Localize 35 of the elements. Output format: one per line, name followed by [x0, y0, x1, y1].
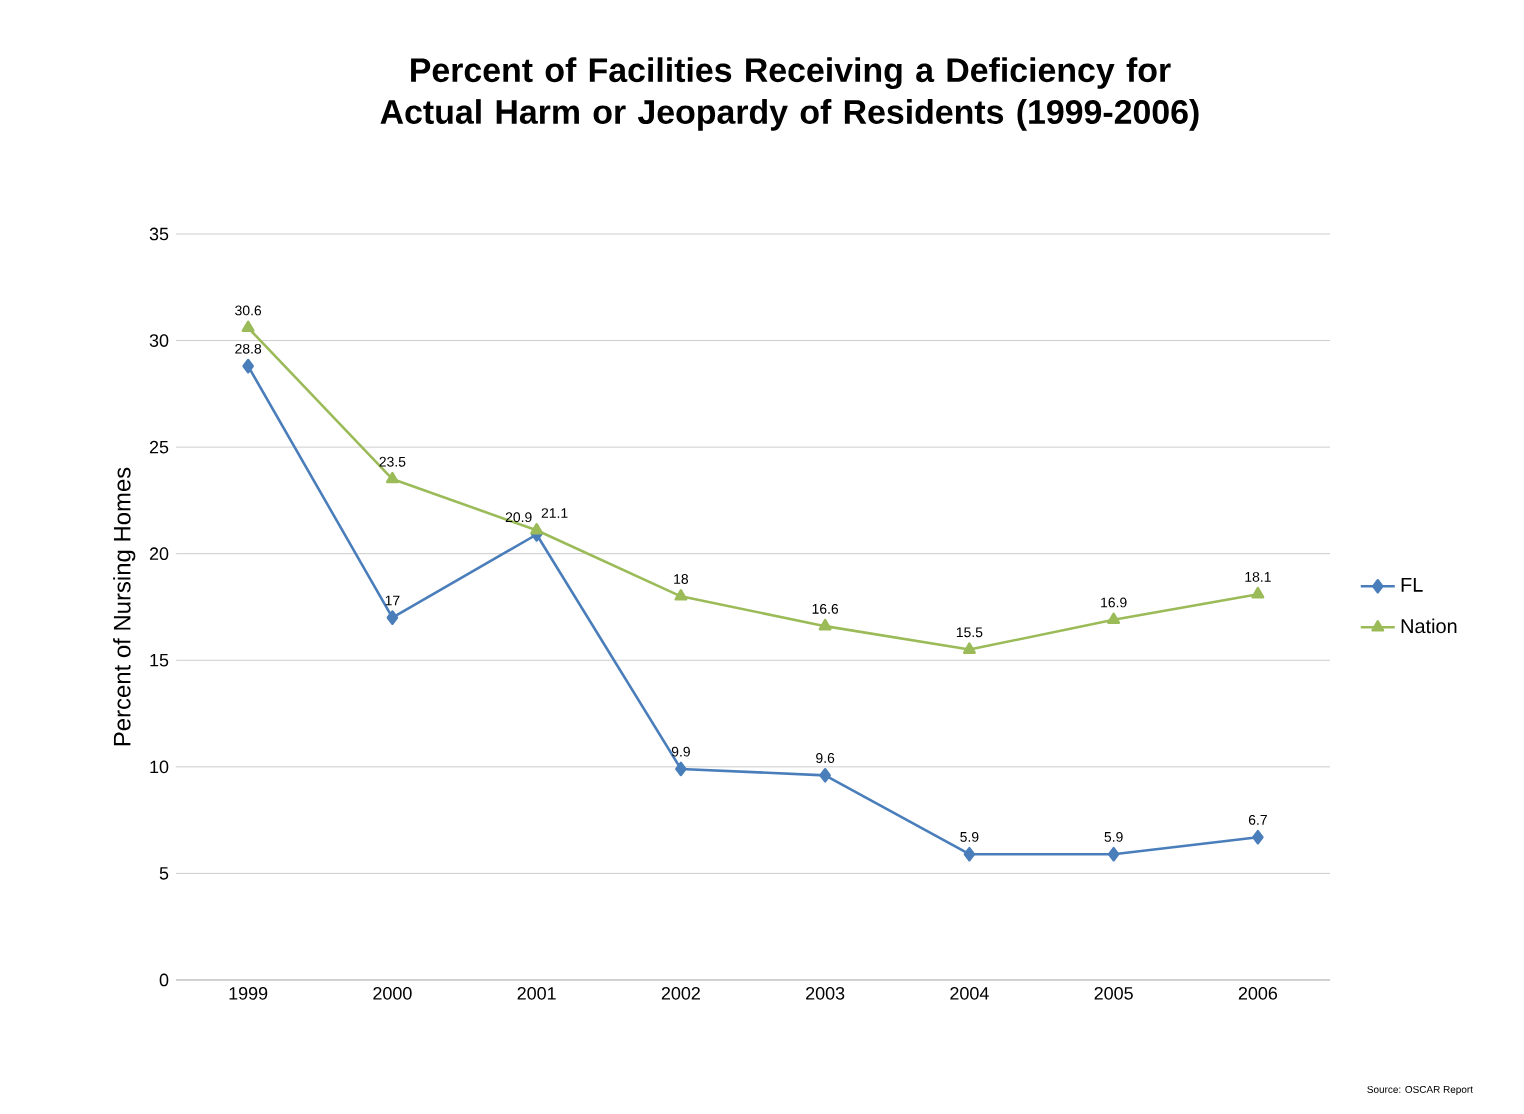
point — [241, 320, 255, 333]
y-tick-label: 10 — [150, 760, 169, 774]
x-tick-label: 2004 — [950, 987, 989, 1000]
x-tick-label: 2002 — [661, 987, 700, 1000]
point — [530, 522, 544, 535]
x-tick-label: 2005 — [1094, 987, 1133, 1000]
point — [819, 768, 831, 783]
point — [1107, 846, 1120, 862]
point — [242, 358, 254, 374]
point — [385, 471, 399, 484]
point — [675, 761, 687, 777]
point — [962, 642, 976, 654]
legend-label: Nation — [1401, 618, 1457, 634]
y-tick-label: 5 — [159, 867, 169, 880]
x-tick-label: 1999 — [229, 987, 268, 1000]
x-tick-label: 2006 — [1238, 987, 1278, 1000]
y-tick-label: 25 — [149, 440, 169, 454]
y-tick-label: 0 — [159, 973, 169, 987]
x-tick-label: 2001 — [517, 987, 556, 1000]
point — [674, 589, 688, 601]
legend-label: FL — [1401, 577, 1423, 592]
x-tick-label: 2000 — [373, 987, 412, 1000]
point — [386, 610, 399, 625]
chart-title: Percent of Facilities Receiving a Deficiency for Actual Harm or Jeopardy of Residents (1999-2006) — [380, 57, 1199, 131]
point — [1252, 829, 1264, 845]
y-axis-title: Percent of Nursing Homes — [113, 467, 136, 746]
point — [1107, 612, 1121, 625]
point — [1251, 586, 1265, 599]
y-tick-label: 20 — [149, 547, 169, 561]
point — [818, 618, 832, 631]
y-tick-label: 30 — [149, 334, 169, 347]
x-tick-label: 2003 — [806, 987, 845, 1000]
y-tick-label: 15 — [150, 653, 169, 667]
y-tick-label: 35 — [149, 227, 169, 241]
point — [963, 846, 976, 862]
